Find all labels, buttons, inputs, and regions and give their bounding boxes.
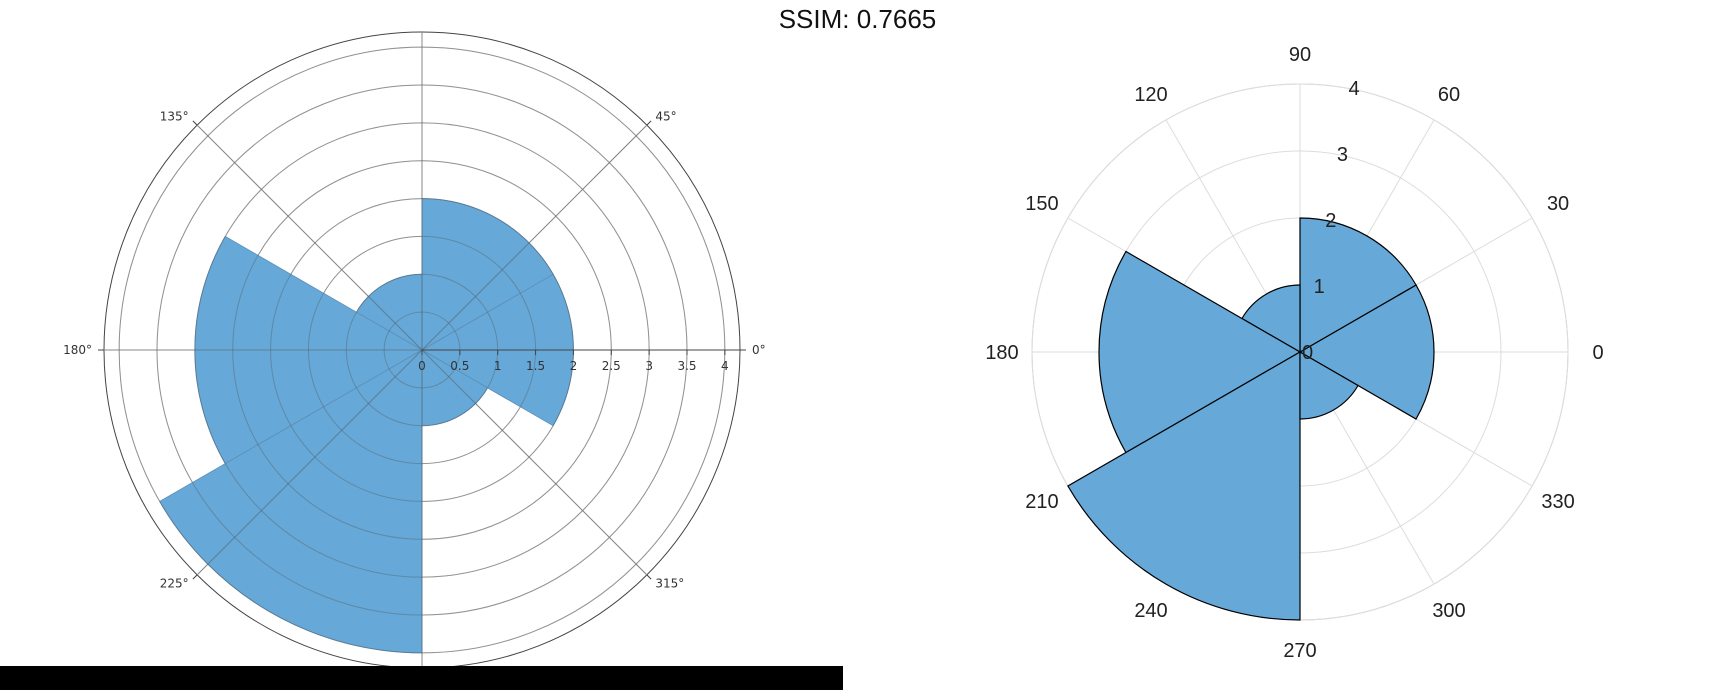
angular-tick-label: 180 [985, 342, 1018, 364]
angular-tick-label: 150 [1025, 193, 1058, 215]
angular-grid-line [196, 349, 423, 576]
angular-tick [192, 574, 198, 580]
angular-tick [646, 120, 652, 126]
angular-tick-label: 135° [160, 110, 189, 124]
black-bar [0, 666, 843, 690]
angular-grid-line [421, 349, 648, 576]
radial-tick-label: 1 [1314, 276, 1325, 298]
angular-tick-label: 30 [1547, 193, 1569, 215]
angular-tick [646, 574, 652, 580]
angular-tick-label: 300 [1432, 600, 1465, 622]
angular-tick-label: 0° [752, 343, 766, 357]
polar-bar [159, 349, 423, 654]
angular-tick-label: 180° [63, 343, 92, 357]
angular-tick-label: 225° [160, 576, 189, 590]
polar-bar [1299, 350, 1359, 420]
radial-tick-label: 2 [570, 359, 578, 373]
polar-bar [1241, 284, 1301, 354]
radial-tick-label: 1 [494, 359, 502, 373]
angular-tick-label: 120 [1134, 84, 1167, 106]
polar-bar [421, 349, 489, 427]
angular-tick-label: 270 [1283, 640, 1316, 662]
polar-bar [421, 198, 554, 351]
radial-tick-label: 3 [645, 359, 653, 373]
radial-tick-label: 2 [1325, 210, 1336, 232]
angular-tick-label: 315° [655, 576, 684, 590]
radial-tick-label: 3.5 [677, 359, 696, 373]
angular-grid-line [196, 124, 423, 351]
radial-tick-label: 0 [1302, 342, 1313, 364]
radial-tick-label: 4 [1349, 78, 1360, 100]
angular-tick-label: 45° [655, 110, 676, 124]
radial-tick-label: 2.5 [602, 359, 621, 373]
radial-tick-label: 0.5 [450, 359, 469, 373]
polar-bar [1067, 350, 1301, 621]
polar-bar [1298, 284, 1435, 420]
radial-tick-label: 3 [1337, 144, 1348, 166]
angular-tick-label: 330 [1541, 491, 1574, 513]
polar-bar [1098, 250, 1302, 454]
radial-tick-label: 4 [721, 359, 729, 373]
radial-tick-label: 1.5 [526, 359, 545, 373]
angular-tick [192, 120, 198, 126]
angular-tick-label: 60 [1438, 84, 1460, 106]
ssim-title: SSIM: 0.7665 [778, 4, 937, 34]
angular-tick-label: 240 [1134, 600, 1167, 622]
polar-chart-left: 0 0.5 1 1.5 2 2.5 3 3.5 4 0° 45° 135° 180° 225° 315° [63, 31, 766, 669]
angular-grid-line [421, 124, 648, 351]
polar-bar [1299, 217, 1417, 354]
angular-tick-label: 90 [1289, 44, 1311, 66]
polar-bar [355, 273, 423, 351]
angular-tick-label: 210 [1025, 491, 1058, 513]
angular-tick-label: 0 [1592, 342, 1603, 364]
radial-tick-label: 0 [418, 359, 426, 373]
polar-bar [194, 235, 423, 465]
